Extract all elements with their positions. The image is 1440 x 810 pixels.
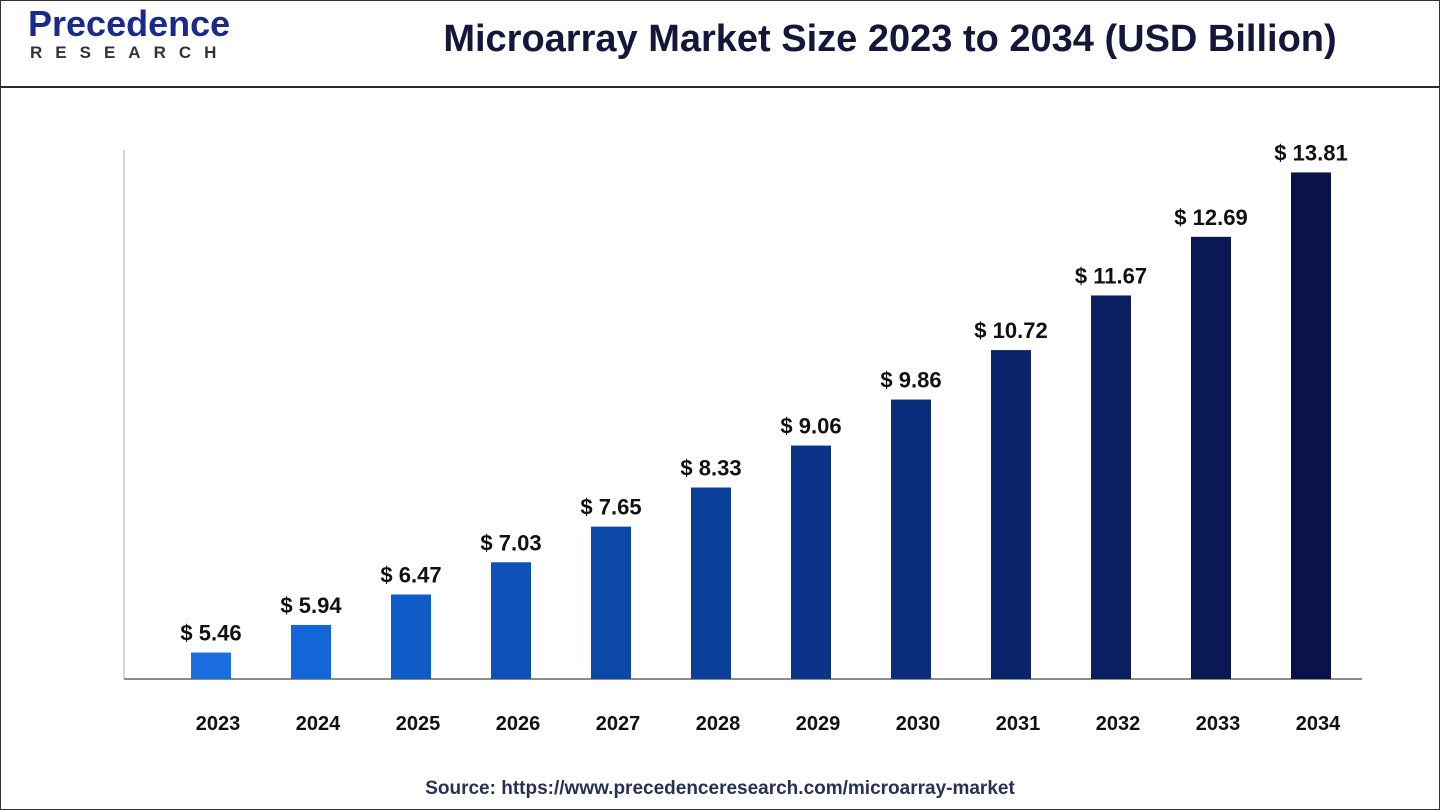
bar-2031 [991, 350, 1031, 679]
bar-2028 [691, 487, 731, 679]
bar-2026 [491, 562, 531, 679]
precedence-research-logo: Precedence RESEARCH [28, 4, 230, 62]
data-label-2032: $ 11.67 [1075, 263, 1147, 288]
bar-2032 [1091, 295, 1131, 679]
data-label-2023: $ 5.46 [180, 621, 241, 646]
chart-title: Microarray Market Size 2023 to 2034 (USD… [443, 18, 1337, 60]
bar-2025 [391, 594, 431, 679]
x-tick-2031: 2031 [996, 713, 1041, 735]
bar-2029 [791, 445, 831, 679]
bar-2023 [191, 652, 231, 679]
source-note: Source: https://www.precedenceresearch.c… [425, 778, 1015, 799]
bar-2034 [1291, 172, 1331, 680]
data-label-2029: $ 9.06 [780, 414, 841, 439]
data-label-2031: $ 10.72 [974, 318, 1047, 343]
x-tick-2025: 2025 [396, 713, 441, 735]
x-tick-2034: 2034 [1296, 713, 1341, 735]
logo-sub-text: RESEARCH [30, 43, 230, 62]
x-tick-2028: 2028 [696, 713, 741, 735]
header: Precedence RESEARCH Microarray Market Si… [0, 0, 1440, 88]
data-label-2026: $ 7.03 [480, 530, 541, 555]
x-tick-2027: 2027 [596, 713, 641, 735]
data-label-2024: $ 5.94 [280, 593, 342, 618]
bar-2024 [291, 624, 331, 679]
x-tick-2026: 2026 [496, 713, 541, 735]
x-tick-2024: 2024 [296, 713, 341, 735]
data-label-2028: $ 8.33 [680, 456, 741, 481]
bar-2033 [1191, 236, 1231, 679]
data-label-2034: $ 13.81 [1274, 140, 1347, 165]
x-tick-2030: 2030 [896, 713, 941, 735]
logo-main-text: Precedence [28, 3, 231, 44]
data-label-2030: $ 9.86 [880, 368, 941, 393]
data-label-2025: $ 6.47 [380, 562, 441, 587]
x-tick-2029: 2029 [796, 713, 841, 735]
data-label-2033: $ 12.69 [1174, 205, 1247, 230]
x-tick-2033: 2033 [1196, 713, 1241, 735]
x-tick-2032: 2032 [1096, 713, 1141, 735]
bar-2027 [591, 526, 631, 679]
x-tick-2023: 2023 [196, 713, 241, 735]
bar-2030 [891, 399, 931, 679]
data-label-2027: $ 7.65 [580, 495, 641, 520]
